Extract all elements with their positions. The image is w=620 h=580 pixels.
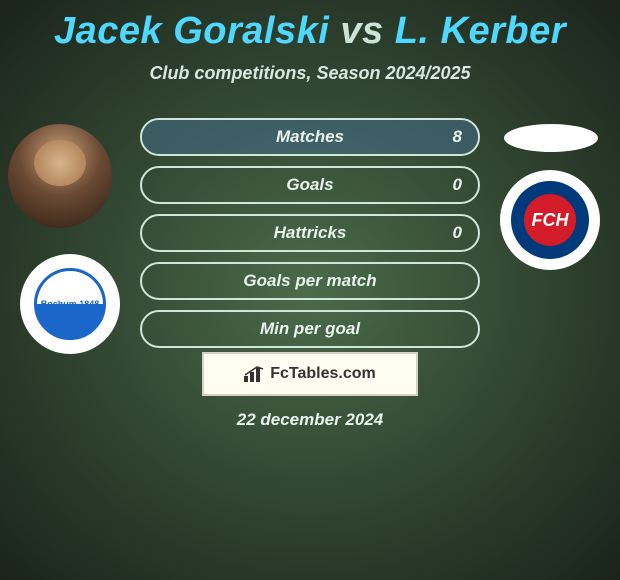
stat-row-hattricks: Hattricks 0 [140,214,480,252]
stat-row-matches: Matches 8 [140,118,480,156]
bochum-crest-text: Bochum 1848 [41,300,100,309]
comparison-title: Jacek Goralski vs L. Kerber [0,0,620,53]
bar-chart-icon [244,366,264,382]
subtitle: Club competitions, Season 2024/2025 [0,63,620,84]
player1-name: Jacek Goralski [54,10,329,52]
player2-name: L. Kerber [395,10,566,52]
branding-box: FcTables.com [202,352,418,396]
player1-photo [8,124,112,228]
stats-container: Matches 8 Goals 0 Hattricks 0 Goals per … [140,118,480,358]
stat-label: Goals [286,175,333,195]
team2-badge: FCH [500,170,600,270]
vs-label: vs [340,10,383,52]
stat-right-value: 8 [453,127,462,147]
branding-text: FcTables.com [270,365,376,383]
stat-right-value: 0 [453,175,462,195]
stat-row-min-per-goal: Min per goal [140,310,480,348]
stat-row-goals-per-match: Goals per match [140,262,480,300]
stat-label: Matches [276,127,344,147]
stat-label: Goals per match [243,271,376,291]
stat-label: Min per goal [260,319,360,339]
stat-label: Hattricks [274,223,347,243]
fch-crest: FCH [511,181,589,259]
date-label: 22 december 2024 [0,410,620,430]
stat-right-value: 0 [453,223,462,243]
stat-row-goals: Goals 0 [140,166,480,204]
player2-photo-placeholder [504,124,598,152]
fch-crest-text: FCH [524,194,576,246]
bochum-crest: Bochum 1848 [34,268,106,340]
team1-badge: Bochum 1848 [20,254,120,354]
